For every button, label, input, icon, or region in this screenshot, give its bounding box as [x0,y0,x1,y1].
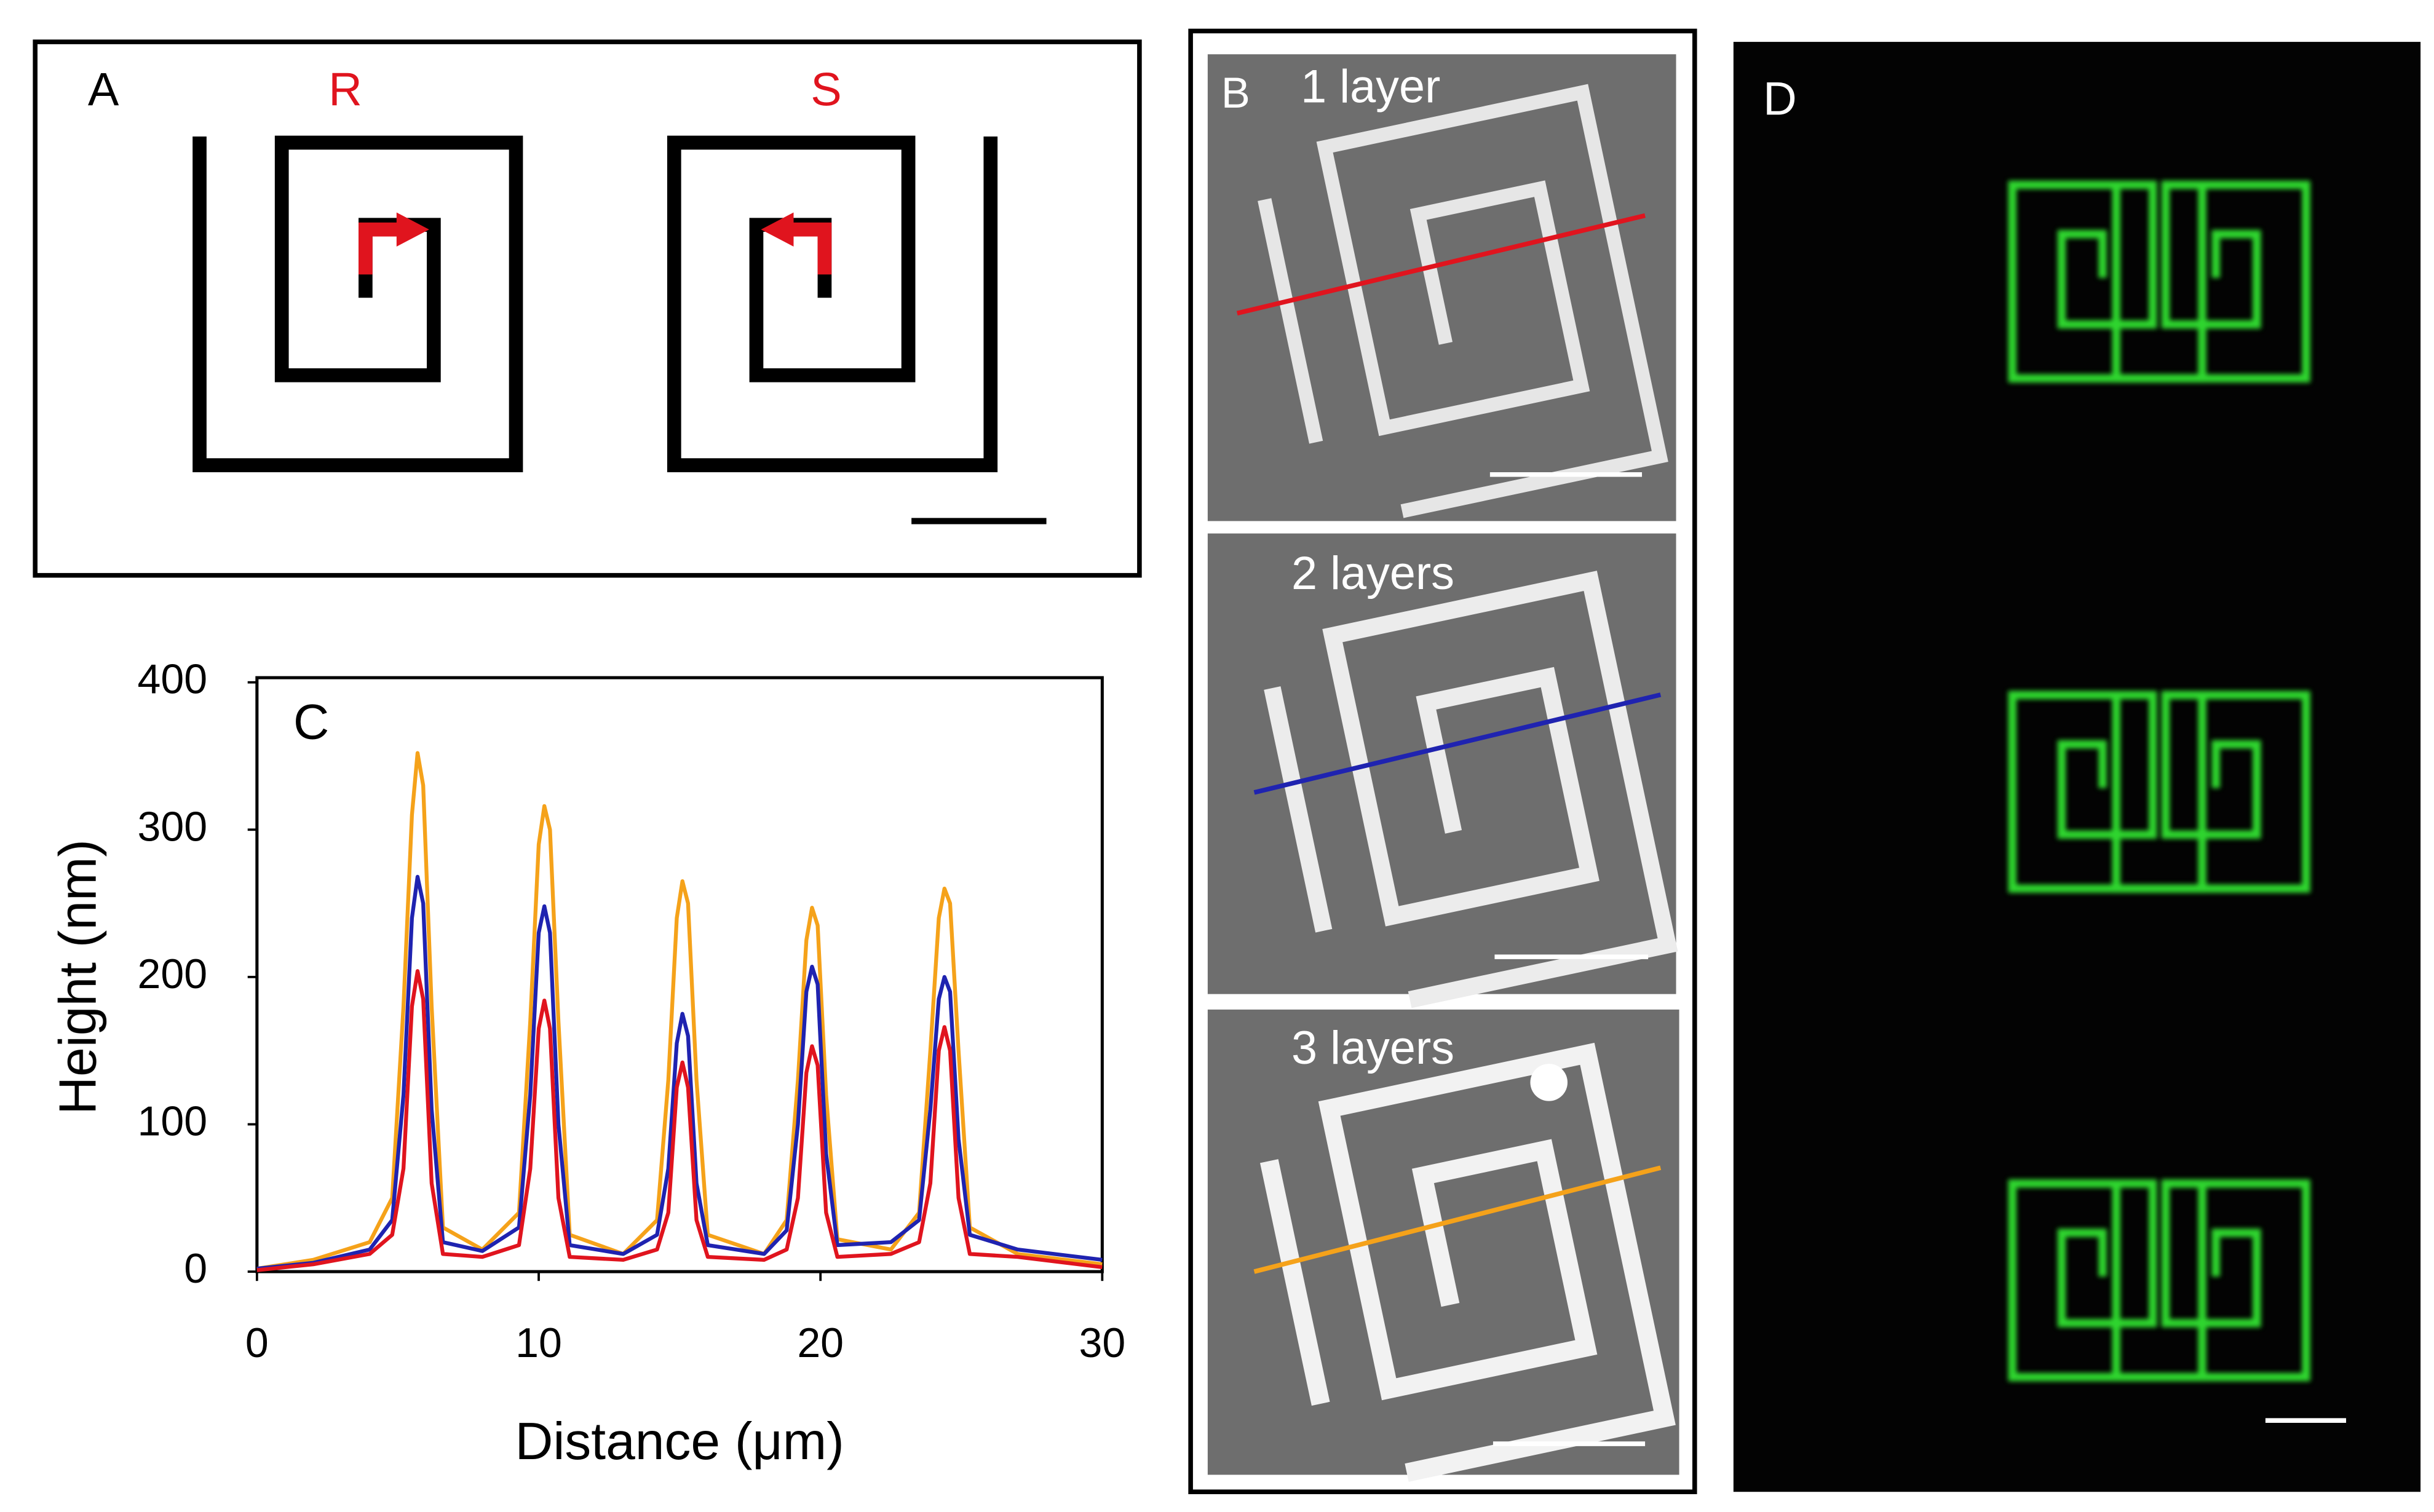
chirality-label: R [328,64,362,116]
x-tick-label: 20 [797,1320,844,1366]
profile-line [256,874,1103,1271]
panel-label: D [1763,73,1797,125]
afm-particle [1530,1064,1568,1101]
x-axis-title: Distance (μm) [515,1412,844,1471]
height-profile-chart: C 0 100 200 300 400 0 10 20 30 Distance (μm) Heigh… [49,656,1126,1471]
arrow-head [761,212,794,247]
y-tick-label: 300 [138,803,208,850]
y-tick-label: 100 [138,1098,208,1144]
image-caption: 2 layers [1291,548,1454,600]
afm-image [1207,533,1676,1015]
profile-line [1236,213,1646,316]
start-arrow [788,222,832,275]
panel-a-frame [33,39,1142,578]
panel-label: B [1221,68,1250,117]
profile-line [256,969,1103,1272]
panel-label: C [293,695,329,750]
y-axis-title: Height (nm) [49,839,108,1115]
y-tick-label: 200 [138,951,208,997]
plot-frame [255,676,1104,1273]
image-caption: 1 layer [1301,61,1440,113]
fluorescence-image [1733,42,2421,1492]
profile-line [1253,692,1662,795]
y-tick-label: 0 [184,1245,207,1292]
afm-image [1207,54,1676,526]
y-tick-label: 400 [138,656,208,703]
start-arrow [359,222,402,275]
panel-label: A [88,64,119,116]
x-tick-label: 10 [515,1320,562,1366]
afm-image [1207,1009,1679,1487]
x-tick-label: 30 [1079,1320,1126,1366]
image-caption: 3 layers [1291,1023,1454,1074]
chirality-label: S [811,64,841,116]
profile-line [1253,1165,1662,1274]
profile-line [256,751,1103,1271]
arrow-head [396,212,429,247]
x-tick-label: 0 [245,1320,269,1366]
